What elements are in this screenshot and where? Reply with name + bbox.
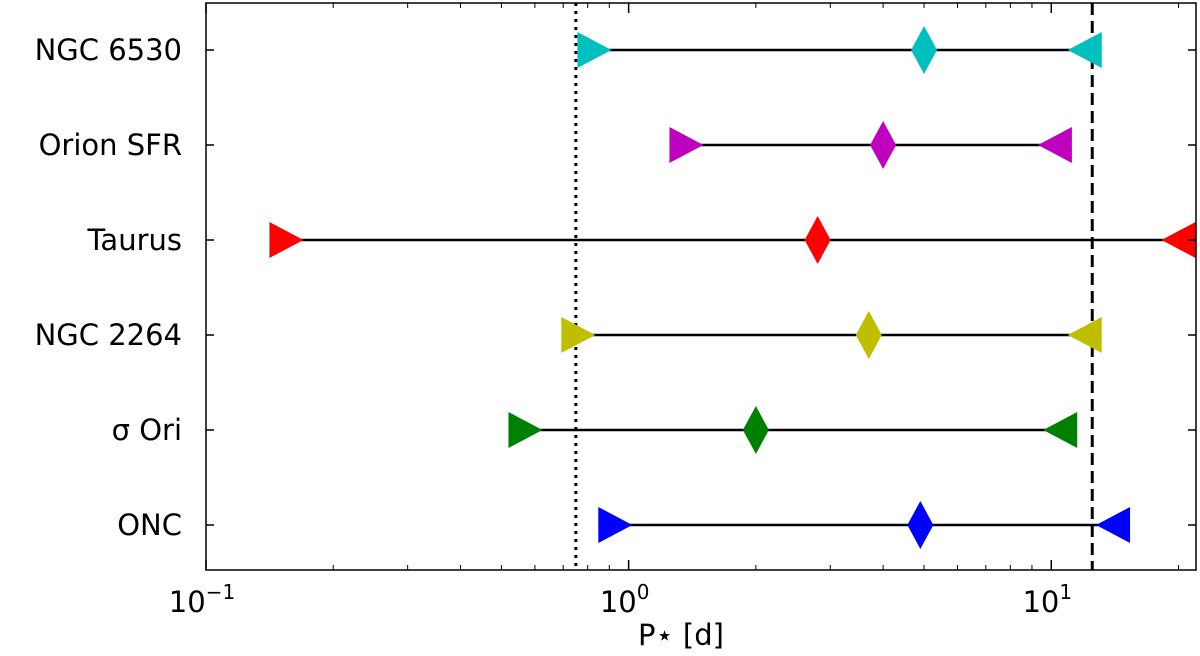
median-marker bbox=[742, 406, 769, 454]
series-3 bbox=[561, 311, 1102, 359]
plot-frame bbox=[205, 2, 1197, 571]
series-1 bbox=[669, 121, 1072, 169]
max-marker bbox=[1067, 32, 1102, 68]
min-marker bbox=[269, 222, 304, 258]
y-tick-label: Taurus bbox=[87, 223, 182, 257]
x-tick-label: 101 bbox=[1022, 580, 1072, 619]
x-axis-label: P⋆ [d] bbox=[638, 618, 724, 652]
y-tick-label: NGC 6530 bbox=[35, 33, 182, 67]
x-tick-label: 100 bbox=[600, 580, 650, 619]
min-marker bbox=[577, 32, 612, 68]
x-tick-label: 10−1 bbox=[169, 580, 235, 619]
max-marker bbox=[1067, 317, 1102, 353]
max-marker bbox=[1043, 412, 1078, 448]
median-marker bbox=[907, 501, 934, 549]
max-marker bbox=[1161, 222, 1196, 258]
max-marker bbox=[1037, 127, 1072, 163]
max-marker bbox=[1096, 507, 1131, 543]
median-marker bbox=[855, 311, 882, 359]
min-marker bbox=[561, 317, 596, 353]
min-marker bbox=[598, 507, 633, 543]
series-5 bbox=[598, 501, 1131, 549]
series-0 bbox=[577, 26, 1102, 74]
y-tick-label: σ Ori bbox=[112, 413, 182, 447]
min-marker bbox=[508, 412, 543, 448]
y-tick-label: ONC bbox=[117, 508, 182, 542]
series-2 bbox=[269, 216, 1196, 264]
median-marker bbox=[804, 216, 831, 264]
min-marker bbox=[669, 127, 704, 163]
median-marker bbox=[911, 26, 938, 74]
series-4 bbox=[508, 406, 1078, 454]
median-marker bbox=[870, 121, 897, 169]
plot-marks bbox=[269, 3, 1196, 570]
y-tick-label: Orion SFR bbox=[39, 128, 182, 162]
axis-ticks: NGC 6530 Orion SFR Taurus NGC 2264 σ Ori ONC 1… bbox=[35, 3, 1196, 619]
y-tick-label: NGC 2264 bbox=[35, 318, 182, 352]
